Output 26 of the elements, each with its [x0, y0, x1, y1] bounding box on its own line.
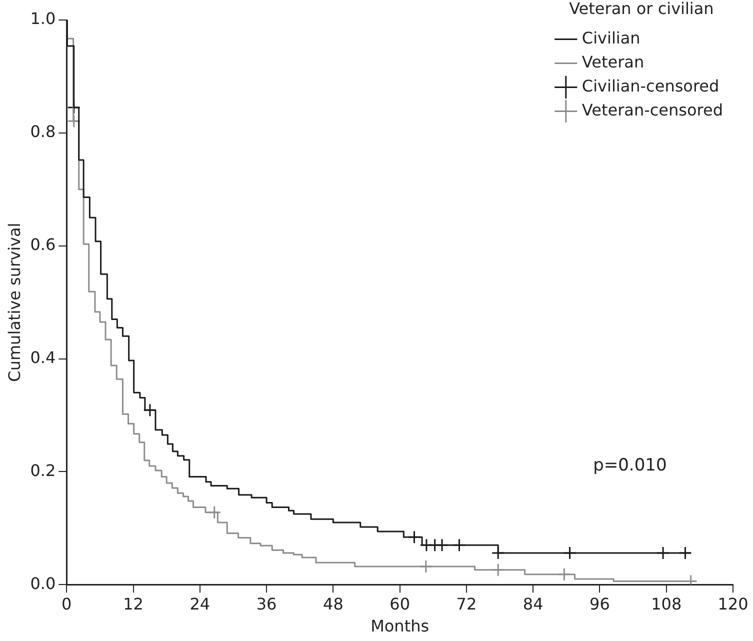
legend-title: Veteran or civilian [569, 0, 714, 18]
annotation: p=0.010 [593, 455, 667, 476]
y-axis-title: Cumulative survival [4, 222, 24, 382]
x-tick-label: 48 [323, 594, 344, 614]
y-tick-label: 0.0 [30, 574, 56, 593]
legend-label: Veteran-censored [582, 100, 723, 120]
legend-label: Veteran [582, 52, 644, 72]
x-axis-title: Months [370, 616, 430, 636]
y-tick-label: 1.0 [30, 9, 56, 28]
x-tick-label: 120 [718, 594, 748, 614]
x-tick-label: 0 [62, 594, 72, 614]
x-tick-label: 96 [590, 594, 610, 614]
legend-label: Civilian [582, 28, 640, 48]
y-tick-label: 0.2 [30, 460, 56, 480]
legend-label: Civilian-censored [582, 76, 720, 96]
x-tick-label: 12 [123, 594, 144, 614]
point [67, 114, 81, 128]
x-tick-label: 108 [651, 594, 682, 614]
y-tick-label: 0.4 [30, 348, 56, 367]
x-tick-label: 84 [522, 594, 544, 614]
x-tick-label: 72 [456, 594, 477, 614]
y-tick-label: 0.6 [30, 234, 56, 254]
y-tick-label: 0.8 [30, 122, 56, 142]
x-tick-label: 60 [390, 594, 410, 614]
x-tick-label: 36 [256, 594, 277, 614]
x-tick-label: 24 [190, 594, 210, 614]
